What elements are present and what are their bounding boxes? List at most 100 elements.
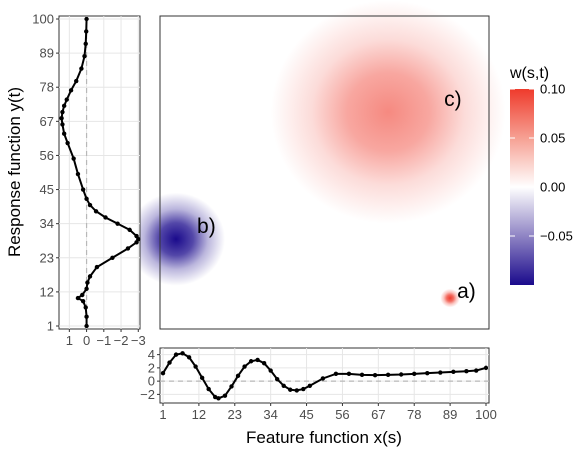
response-point (80, 187, 86, 192)
feature-point (483, 365, 489, 371)
response-tick-label: 56 (40, 148, 54, 163)
feature-point (255, 357, 260, 363)
feature-point (451, 369, 456, 375)
feature-xlabel: Feature function x(s) (246, 428, 402, 447)
response-tick-label: 67 (40, 114, 54, 129)
feature-point (425, 370, 430, 376)
response-tick-label: 45 (40, 182, 54, 197)
response-point (103, 215, 108, 220)
feature-value-tick-label: 0 (148, 374, 155, 389)
feature-tick-label: 1 (159, 407, 166, 422)
response-tick-label: 12 (40, 284, 54, 299)
feature-tick-label: 78 (407, 407, 421, 422)
response-panel-border (58, 15, 141, 330)
response-point (93, 209, 99, 214)
response-point (84, 286, 89, 291)
feature-point (320, 376, 326, 381)
response-tick-label: 100 (32, 12, 54, 27)
response-point (61, 103, 67, 109)
feature-point (412, 371, 417, 377)
response-point (134, 233, 139, 239)
feature-point (180, 351, 185, 356)
response-tick-label: 23 (40, 250, 54, 265)
feature-point (242, 364, 247, 369)
feature-point (464, 368, 469, 374)
response-tick-label: 34 (40, 216, 54, 231)
feature-point (248, 359, 254, 364)
feature-point (385, 372, 391, 378)
response-value-tick-label: −2 (114, 333, 129, 348)
response-point (84, 196, 89, 202)
response-value-tick-label: −1 (96, 333, 111, 348)
response-point (87, 274, 93, 279)
feature-point (398, 372, 404, 377)
feature-point (216, 396, 221, 401)
response-point (75, 171, 81, 177)
response-ylabel: Response function y(t) (5, 87, 24, 257)
heatmap-panel: a) b) c) (127, 0, 506, 330)
blob-label: c) (444, 88, 462, 111)
response-point (84, 314, 89, 319)
heatmap-blobs (127, 0, 506, 308)
feature-tick-label: 56 (335, 407, 349, 422)
feature-series (160, 351, 489, 401)
response-value-tick-label: −3 (131, 333, 146, 348)
feature-point (288, 387, 293, 392)
feature-point (281, 383, 286, 388)
response-point (84, 323, 89, 329)
feature-axes: 1 12 23 34 45 56 67 78 89 100 420−2 (140, 347, 497, 422)
response-point (60, 109, 65, 115)
response-grid (59, 16, 140, 329)
feature-tick-label: 89 (443, 407, 457, 422)
response-value-tick-label: 1 (66, 333, 73, 348)
response-point (82, 54, 87, 59)
feature-point (261, 361, 267, 366)
feature-panel-border (159, 347, 490, 404)
colorbar-tick-label: −0.05 (540, 229, 573, 244)
feature-point (160, 370, 166, 376)
feature-value-tick-label: −2 (140, 387, 155, 402)
feature-panel: 1 12 23 34 45 56 67 78 89 100 420−2 Feature functi… (140, 347, 497, 447)
feature-tick-label: 34 (263, 407, 277, 422)
blob-label: a) (457, 280, 476, 303)
response-point (80, 298, 86, 304)
blob-label: b) (197, 215, 216, 238)
feature-point (206, 386, 211, 392)
response-tick-label: 1 (47, 319, 54, 334)
feature-point (438, 370, 443, 375)
response-point (60, 122, 65, 127)
feature-tick-label: 12 (192, 407, 206, 422)
response-point (125, 246, 131, 251)
response-point (84, 16, 89, 22)
feature-point (235, 373, 241, 379)
response-point (68, 88, 74, 93)
feature-point (346, 371, 352, 377)
heatmap-blob-a (440, 288, 460, 308)
response-point (127, 227, 132, 233)
feature-point (359, 372, 365, 378)
feature-point (193, 364, 198, 369)
colorbar-ticks: 0.10 0.05 0.00 −0.05 (510, 82, 573, 244)
feature-tick-label: 45 (299, 407, 313, 422)
feature-point (474, 368, 479, 373)
feature-point (222, 393, 228, 398)
response-point (61, 131, 67, 136)
feature-point (173, 352, 179, 357)
heatmap-labels: a) b) c) (197, 88, 476, 303)
feature-point (229, 384, 234, 389)
heatmap-border (159, 15, 490, 330)
response-point (64, 97, 69, 102)
feature-point (301, 386, 306, 392)
response-point (115, 221, 120, 226)
response-tick-label: 78 (40, 80, 54, 95)
response-point (71, 156, 76, 161)
feature-value-tick-label: 4 (148, 347, 155, 362)
response-point (110, 255, 115, 260)
response-point (65, 140, 70, 146)
response-point (83, 41, 88, 47)
feature-point (333, 371, 339, 377)
colorbar-tick-label: 0.05 (540, 131, 565, 146)
response-point (84, 29, 89, 34)
